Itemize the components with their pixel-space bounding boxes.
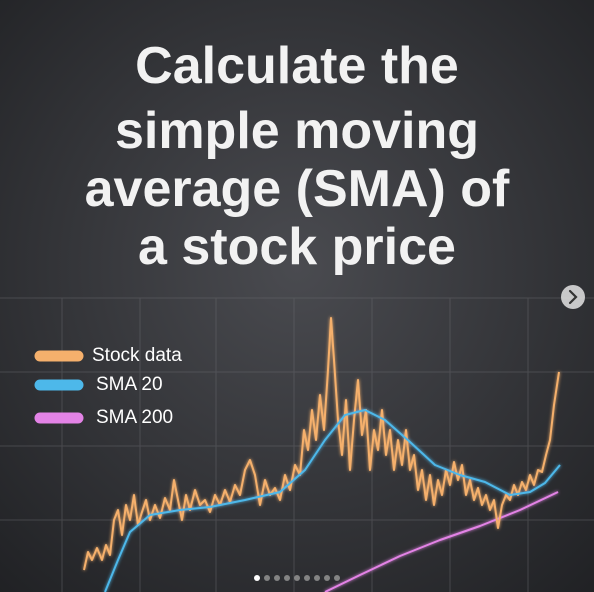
- carousel-dot: [284, 575, 290, 581]
- carousel-dot: [264, 575, 270, 581]
- carousel-dot: [254, 575, 260, 581]
- legend: Stock data SMA 20 SMA 200: [34, 345, 182, 428]
- title-line: average (SMA) of: [85, 160, 510, 218]
- sma200-line: [324, 491, 559, 592]
- carousel-dot: [304, 575, 310, 581]
- legend-label: SMA 20: [96, 374, 163, 395]
- carousel-dot: [324, 575, 330, 581]
- carousel-dot: [314, 575, 320, 581]
- carousel-dot: [334, 575, 340, 581]
- chart-illustration: [83, 317, 561, 592]
- stock-line: [83, 317, 560, 571]
- title-line: simple moving: [115, 102, 479, 160]
- title-line: Calculate the: [135, 37, 459, 95]
- legend-label: SMA 200: [96, 407, 173, 428]
- legend-label: Stock data: [92, 345, 182, 366]
- next-button-bg[interactable]: [561, 285, 585, 309]
- sma20-line: [104, 409, 561, 592]
- carousel-dot: [274, 575, 280, 581]
- grid: [0, 297, 594, 592]
- carousel-dots: [254, 575, 340, 581]
- carousel-dot: [294, 575, 300, 581]
- title-line: a stock price: [138, 218, 456, 276]
- next-button[interactable]: [561, 285, 585, 309]
- next-arrow-icon[interactable]: [568, 289, 578, 305]
